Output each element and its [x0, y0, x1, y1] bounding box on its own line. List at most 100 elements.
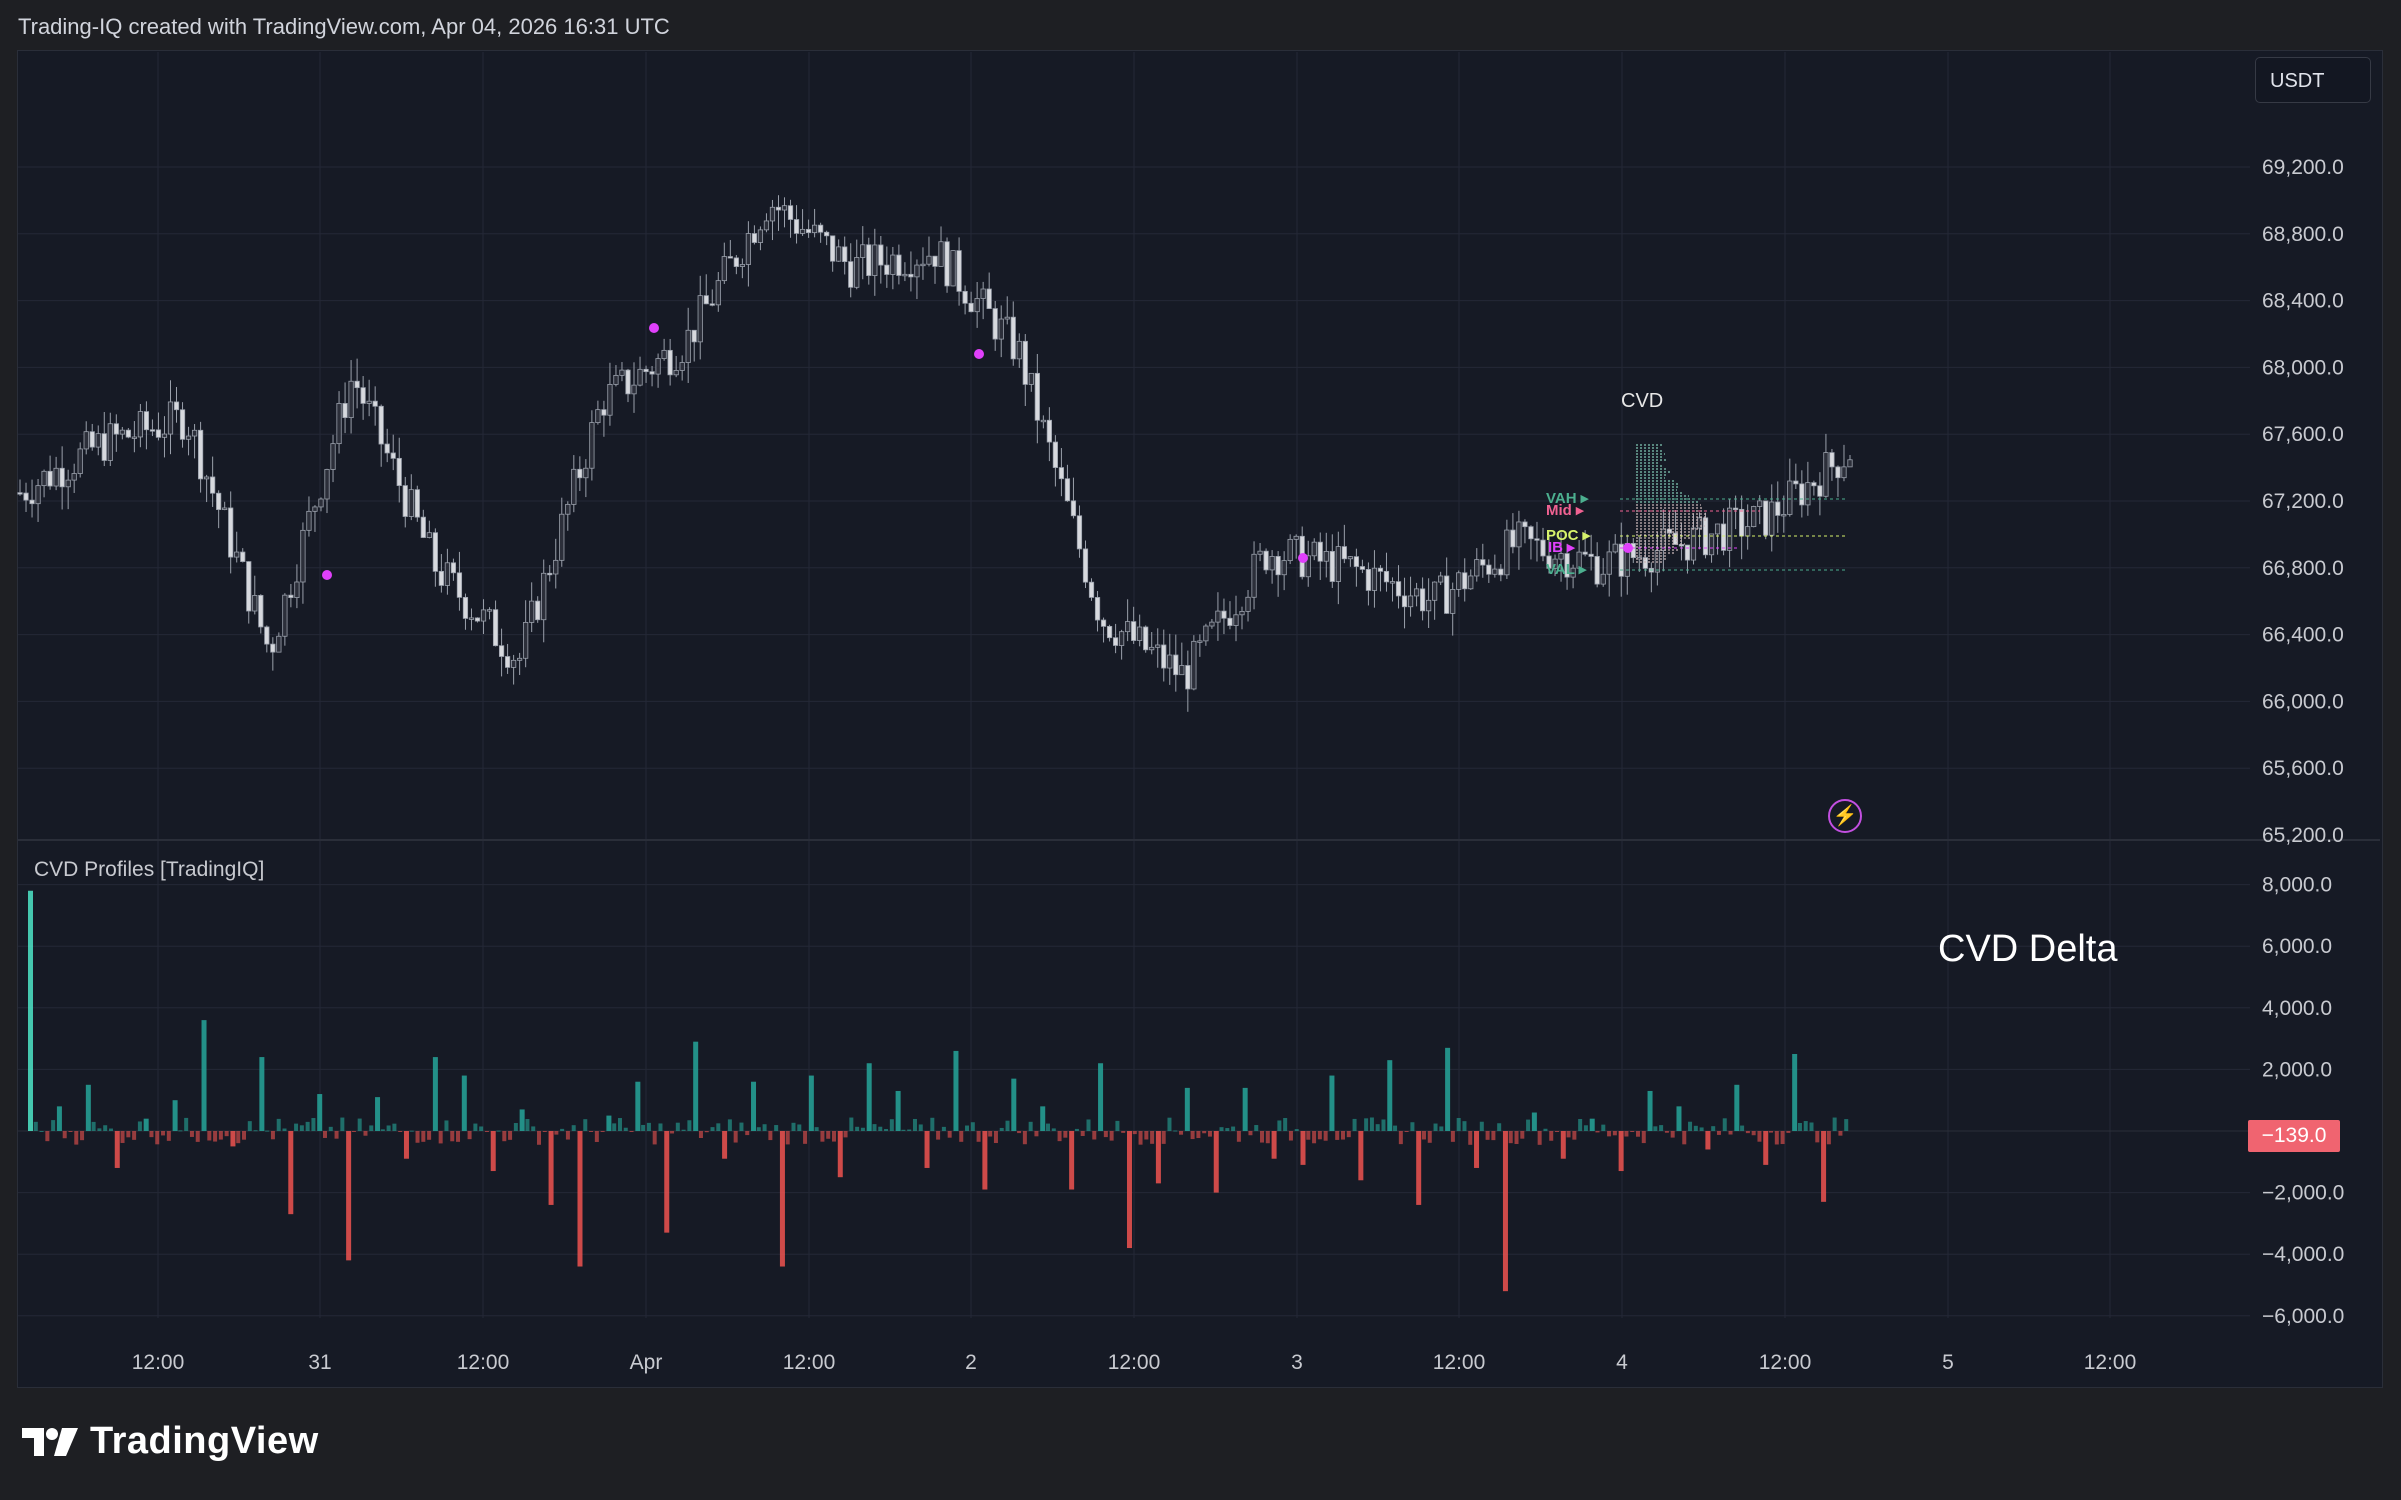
candle-body — [1377, 567, 1384, 572]
delta-bar-minor — [120, 1131, 125, 1143]
delta-bar — [259, 1057, 265, 1131]
candle-body — [649, 371, 655, 375]
candle-body — [1576, 551, 1582, 569]
chart-frame[interactable] — [17, 50, 2383, 1388]
delta-bar — [519, 1109, 525, 1131]
candle-body — [432, 532, 438, 572]
delta-bar — [693, 1041, 699, 1131]
time-tick-label: 12:00 — [783, 1351, 836, 1374]
candle-body — [276, 635, 282, 653]
delta-bar-minor — [831, 1131, 836, 1142]
delta-bar — [1445, 1047, 1451, 1131]
candle-body — [1468, 575, 1474, 590]
candle-body — [1829, 452, 1835, 468]
candle-body — [1197, 640, 1203, 643]
signal-marker — [1298, 553, 1308, 563]
candle-body — [962, 290, 968, 304]
candle-body — [1100, 619, 1107, 627]
candle-body — [1317, 541, 1323, 562]
candle-body — [848, 261, 854, 288]
candle-body — [529, 600, 535, 623]
delta-bar-minor — [1572, 1131, 1577, 1140]
delta-bar — [1213, 1131, 1219, 1193]
delta-bar-minor — [1080, 1131, 1085, 1136]
delta-bar — [85, 1084, 91, 1131]
candle-body — [998, 318, 1004, 340]
candle-body — [1522, 521, 1528, 528]
candle-body — [155, 429, 162, 438]
candle-body — [709, 303, 715, 306]
candle-body — [282, 594, 288, 637]
candle-body — [318, 498, 324, 508]
tradingview-logo[interactable]: TradingView — [22, 1420, 319, 1463]
delta-bar-minor — [1340, 1131, 1345, 1140]
delta-bar-minor — [855, 1126, 860, 1131]
time-tick-label: Apr — [630, 1351, 663, 1374]
currency-button[interactable]: USDT — [2255, 57, 2371, 103]
candle-body — [1528, 526, 1534, 540]
candle-body — [1082, 548, 1089, 583]
candle-body — [1149, 646, 1155, 651]
delta-bar — [143, 1118, 149, 1131]
candle-body — [191, 429, 198, 437]
candle-body — [360, 387, 366, 404]
candle-body — [727, 256, 733, 259]
delta-bar-minor — [1826, 1131, 1831, 1145]
delta-bar-minor — [571, 1125, 576, 1131]
price-axis[interactable]: 69,200.0 68,800.0 68,400.0 68,000.0 67,600.0… — [2262, 156, 2344, 847]
candle-body — [47, 470, 53, 487]
candle-body — [125, 429, 131, 438]
delta-bar-minor — [1294, 1129, 1299, 1131]
delta-bar-minor — [1595, 1131, 1600, 1133]
candle-body — [1811, 482, 1817, 487]
delta-bar — [1792, 1054, 1798, 1131]
level-tag: Mid ▸ — [1546, 502, 1584, 519]
delta-bar — [664, 1131, 670, 1233]
last-value-tag: −139.0 — [2248, 1120, 2340, 1152]
delta-bar-minor — [247, 1121, 252, 1131]
candle-body — [149, 429, 156, 432]
candle-body — [1678, 544, 1685, 547]
delta-axis[interactable]: 8,000.0 6,000.0 4,000.0 2,000.0 −2,000.0 −4,0… — [2262, 874, 2344, 1328]
time-tick-label: 12:00 — [1759, 1351, 1812, 1374]
delta-bar-minor — [1144, 1131, 1149, 1140]
indicator-title[interactable]: CVD Profiles [TradingIQ] — [34, 858, 265, 881]
delta-bar-minor — [1190, 1131, 1195, 1140]
delta-bar-minor — [993, 1131, 998, 1144]
candle-body — [854, 257, 860, 288]
candle-body — [1167, 654, 1173, 669]
candle-body — [1365, 568, 1372, 591]
time-axis[interactable]: 12:00 31 12:00 Apr 12:00 2 12:00 3 12:00 4 12:00 5 1… — [132, 1351, 2137, 1374]
delta-bar-minor — [1092, 1131, 1097, 1140]
candle-body — [866, 244, 872, 276]
delta-bar — [779, 1131, 785, 1267]
delta-bar-minor — [1028, 1121, 1033, 1131]
candle-body — [450, 562, 457, 574]
delta-bar-minor — [265, 1130, 270, 1132]
delta-bar-minor — [97, 1128, 102, 1131]
delta-bar-minor — [1450, 1131, 1455, 1142]
signal-marker — [974, 349, 984, 359]
candle-body — [775, 206, 782, 211]
candle-body — [1582, 551, 1588, 555]
candle-body — [878, 244, 884, 266]
delta-bar-minor — [554, 1131, 559, 1135]
tradingview-logo-icon — [22, 1427, 78, 1456]
delta-bar-minor — [1132, 1131, 1137, 1135]
lightning-icon[interactable]: ⚡ — [1828, 799, 1862, 833]
candle-body — [1257, 550, 1263, 555]
delta-bar-minor — [814, 1127, 819, 1131]
candle-body — [1612, 543, 1618, 553]
candle-body — [902, 273, 908, 277]
candle-body — [733, 257, 739, 267]
delta-bar-minor — [415, 1131, 420, 1143]
time-tick-label: 12:00 — [1108, 1351, 1161, 1374]
candle-body — [354, 380, 360, 389]
delta-bar — [1271, 1131, 1277, 1159]
time-tick-label: 31 — [308, 1351, 331, 1374]
delta-bar — [1647, 1090, 1653, 1131]
delta-bar-minor — [976, 1131, 981, 1142]
candle-body — [571, 468, 577, 505]
candle-body — [1498, 568, 1504, 576]
